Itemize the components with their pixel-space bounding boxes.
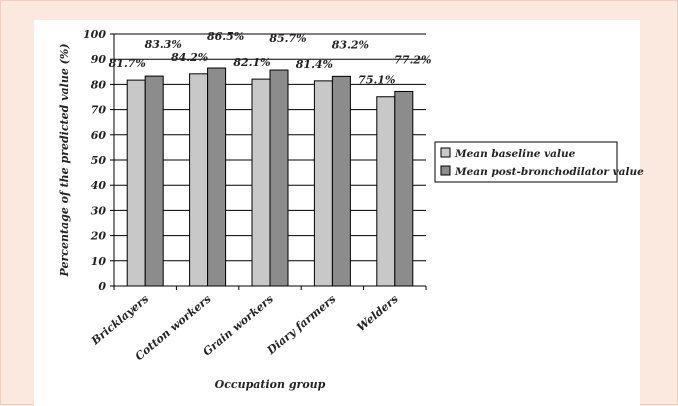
legend-swatch-baseline (440, 147, 451, 158)
y-tick-label-10: 10 (91, 255, 107, 268)
legend-label-baseline: Mean baseline value (454, 148, 576, 160)
bar-baseline-0 (126, 79, 146, 287)
y-tick-label-100: 100 (83, 28, 106, 41)
x-category-label-0: Bricklayers (88, 292, 151, 348)
legend-box (434, 141, 618, 183)
y-tick-label-30: 30 (91, 204, 107, 217)
y-tick-label-60: 60 (91, 129, 107, 142)
bar-baseline-3 (313, 80, 333, 287)
x-axis-title: Occupation group (215, 378, 326, 391)
data-label-post-1: 86.5% (207, 30, 244, 43)
bar-baseline-4 (376, 96, 396, 287)
data-label-post-4: 77.2% (394, 53, 431, 66)
y-tick-label-90: 90 (91, 53, 107, 66)
data-label-post-0: 83.3% (145, 38, 182, 51)
legend-label-post: Mean post-bronchodilator value (454, 166, 644, 178)
bar-post-0 (144, 75, 164, 287)
legend-swatch-post (440, 165, 451, 176)
y-tick-label-80: 80 (91, 78, 107, 91)
data-label-post-2: 85.7% (269, 32, 306, 45)
x-category-label-4: Welders (355, 292, 401, 334)
data-label-baseline-3: 81.4% (296, 58, 333, 71)
y-tick-label-70: 70 (91, 104, 107, 117)
bar-baseline-2 (251, 78, 271, 287)
data-label-baseline-2: 82.1% (233, 56, 270, 69)
data-label-post-3: 83.2% (332, 38, 369, 51)
y-axis-title: Percentage of the predicted value (%) (58, 43, 71, 277)
bar-post-1 (207, 67, 227, 287)
y-tick-label-50: 50 (91, 154, 107, 167)
y-tick-label-40: 40 (91, 179, 107, 192)
bar-post-3 (331, 75, 351, 287)
bar-post-2 (269, 69, 289, 287)
bar-baseline-1 (189, 73, 209, 287)
y-tick-label-0: 0 (98, 280, 106, 293)
data-label-baseline-1: 84.2% (171, 51, 208, 64)
data-label-baseline-0: 81.7% (109, 57, 146, 70)
bar-post-4 (394, 90, 414, 287)
data-label-baseline-4: 75.1% (358, 74, 395, 87)
y-tick-label-20: 20 (90, 230, 107, 243)
